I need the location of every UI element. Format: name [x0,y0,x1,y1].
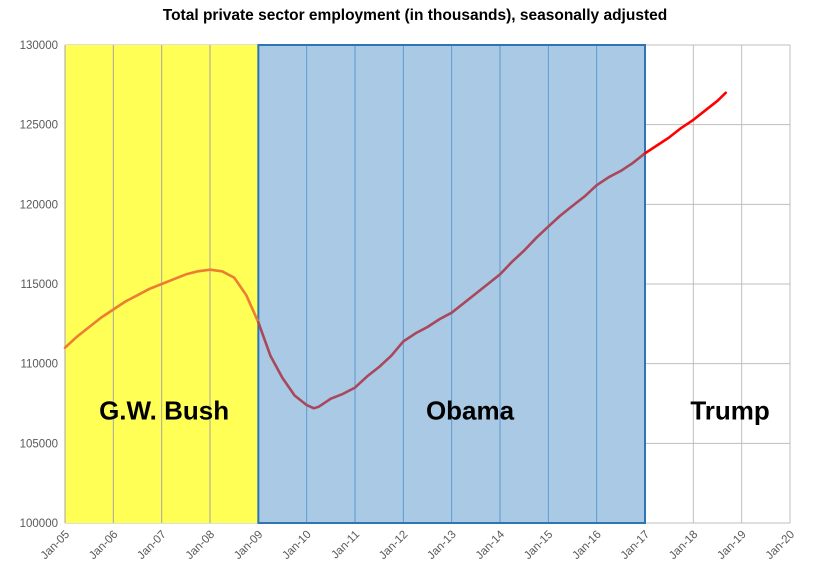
y-tick-label-110000: 110000 [20,359,58,371]
x-tick-label-Jan-19: Jan-19 [715,529,748,562]
chart-title: Total private sector employment (in thou… [162,7,668,24]
x-tick-label-Jan-16: Jan-16 [570,529,603,562]
x-tick-label-Jan-20: Jan-20 [764,529,797,562]
x-tick-label-Jan-11: Jan-11 [329,529,362,562]
x-tick-label-Jan-12: Jan-12 [377,529,410,562]
x-tick-label-Jan-05: Jan-05 [39,529,72,562]
y-tick-label-125000: 125000 [20,120,58,132]
series-obama [256,152,647,410]
x-tick-label-Jan-06: Jan-06 [87,529,120,562]
series-trump [643,91,728,155]
x-tick-label-Jan-15: Jan-15 [522,529,555,562]
x-tick-label-Jan-13: Jan-13 [425,529,458,562]
era-label-obama: Obama [426,395,515,425]
y-tick-label-105000: 105000 [20,438,58,450]
x-tick-label-Jan-14: Jan-14 [474,528,508,562]
series-bush [63,268,260,350]
y-tick-label-130000: 130000 [20,40,58,52]
x-tick-label-Jan-07: Jan-07 [135,529,168,562]
x-tick-label-Jan-17: Jan-17 [619,529,652,562]
x-tick-label-Jan-10: Jan-10 [280,529,313,562]
era-region-border-obama [257,44,646,524]
x-tick-label-Jan-18: Jan-18 [667,529,700,562]
era-label-bush: G.W. Bush [99,395,229,425]
x-tick-label-Jan-09: Jan-09 [232,529,265,562]
y-tick-label-115000: 115000 [20,279,58,291]
era-label-trump: Trump [690,395,769,425]
y-tick-label-100000: 100000 [20,518,58,530]
x-tick-label-Jan-08: Jan-08 [184,529,217,562]
y-tick-label-120000: 120000 [20,199,58,211]
